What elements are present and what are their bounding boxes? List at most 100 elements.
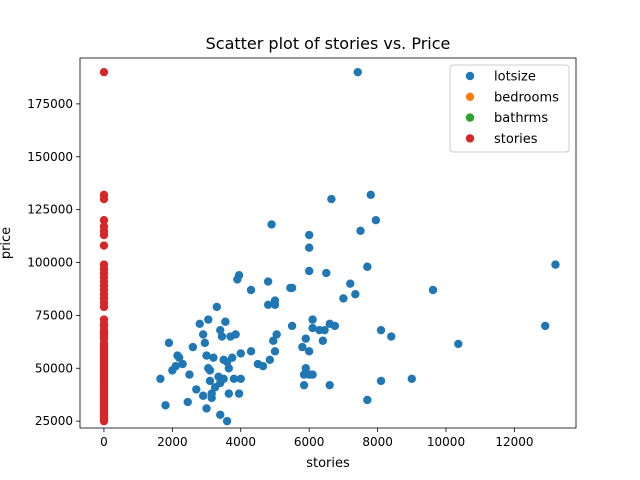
data-point-lotsize: [301, 334, 310, 343]
data-point-lotsize: [454, 339, 463, 349]
legend-item-lotsize: lotsize: [465, 70, 536, 85]
x-tick-label: 2000: [157, 435, 188, 449]
data-point-lotsize: [195, 319, 204, 329]
x-axis-label: stories: [306, 456, 350, 471]
data-point-lotsize: [229, 374, 239, 384]
x-tick-label: 8000: [362, 435, 393, 449]
data-point-lotsize: [353, 67, 362, 77]
data-point-lotsize: [216, 325, 225, 335]
data-point-lotsize: [221, 317, 230, 326]
series-lotsize: [156, 67, 560, 426]
data-point-lotsize: [308, 370, 317, 379]
data-point-lotsize: [363, 395, 372, 405]
legend-label: stories: [494, 132, 538, 147]
data-point-lotsize: [204, 315, 213, 324]
data-point-lotsize: [366, 190, 375, 200]
data-point-lotsize: [318, 336, 328, 345]
data-point-lotsize: [207, 393, 216, 403]
data-point-lotsize: [287, 283, 297, 293]
data-point-lotsize: [246, 285, 256, 295]
data-point-lotsize: [188, 342, 198, 352]
y-tick-label: 25000: [35, 414, 73, 428]
y-tick-label: 75000: [35, 308, 73, 322]
data-point-lotsize: [228, 353, 237, 362]
data-point-stories: [99, 302, 109, 312]
data-point-lotsize: [407, 374, 417, 384]
y-tick-label: 125000: [27, 203, 73, 217]
data-point-lotsize: [198, 391, 208, 400]
series-stories: [99, 67, 109, 426]
data-point-lotsize: [322, 268, 331, 278]
data-point-lotsize: [320, 325, 329, 335]
data-point-stories: [99, 216, 109, 225]
data-point-lotsize: [356, 226, 365, 235]
data-point-lotsize: [258, 361, 268, 371]
data-point-lotsize: [541, 321, 550, 331]
data-point-lotsize: [200, 338, 210, 348]
data-point-lotsize: [246, 347, 256, 356]
data-point-lotsize: [224, 389, 233, 398]
data-point-lotsize: [263, 277, 273, 286]
data-point-lotsize: [236, 349, 245, 358]
data-point-lotsize: [202, 351, 211, 360]
y-tick-label: 50000: [35, 361, 73, 375]
data-point-lotsize: [192, 385, 201, 394]
data-point-lotsize: [304, 347, 314, 356]
data-point-lotsize: [308, 315, 317, 324]
data-point-lotsize: [304, 230, 314, 240]
data-point-lotsize: [171, 361, 180, 371]
data-point-lotsize: [205, 366, 215, 375]
data-point-lotsize: [339, 294, 348, 303]
legend-item-stories: stories: [465, 132, 538, 147]
data-point-lotsize: [376, 376, 386, 386]
data-point-lotsize: [287, 321, 297, 331]
data-point-lotsize: [272, 330, 281, 339]
data-point-lotsize: [222, 416, 232, 426]
data-point-lotsize: [234, 389, 244, 398]
data-point-lotsize: [371, 216, 381, 225]
data-point-lotsize: [304, 266, 314, 276]
legend-label: lotsize: [494, 70, 536, 85]
legend-marker: [465, 134, 475, 143]
data-point-lotsize: [216, 410, 225, 419]
data-point-lotsize: [161, 401, 170, 410]
data-point-lotsize: [299, 380, 309, 390]
legend-label: bathrms: [494, 111, 548, 126]
y-axis-label: price: [0, 227, 14, 259]
data-point-lotsize: [270, 296, 280, 305]
data-point-lotsize: [217, 332, 227, 341]
data-point-lotsize: [363, 262, 372, 271]
data-point-lotsize: [304, 243, 314, 252]
legend: lotsize bedrooms bathrms stories: [449, 64, 570, 153]
data-point-lotsize: [387, 332, 396, 341]
data-point-lotsize: [236, 374, 245, 384]
data-point-lotsize: [267, 220, 276, 229]
data-point-lotsize: [202, 404, 211, 413]
data-point-stories: [99, 230, 109, 240]
legend-box: [449, 64, 570, 153]
data-point-lotsize: [376, 325, 386, 335]
data-point-stories: [99, 67, 109, 77]
data-point-lotsize: [175, 353, 184, 362]
data-point-lotsize: [224, 364, 233, 373]
data-point-lotsize: [209, 353, 218, 362]
data-point-lotsize: [185, 370, 194, 379]
data-point-lotsize: [325, 380, 334, 390]
x-tick-label: 0: [100, 435, 108, 449]
data-point-lotsize: [212, 302, 222, 312]
data-point-lotsize: [428, 285, 438, 295]
data-point-lotsize: [301, 364, 310, 373]
axes-frame: [79, 57, 577, 429]
x-tick-label: 12000: [495, 435, 533, 449]
data-point-lotsize: [219, 374, 228, 384]
x-tick-label: 4000: [225, 435, 256, 449]
x-axis-ticks: 0 2000 4000 6000 8000 10000 12000: [100, 428, 534, 449]
legend-marker: [465, 71, 475, 81]
data-point-lotsize: [205, 376, 215, 386]
y-tick-label: 150000: [27, 150, 73, 164]
y-tick-label: 100000: [27, 256, 73, 270]
data-point-stories: [99, 416, 109, 426]
legend-label: bedrooms: [494, 90, 559, 105]
data-point-lotsize: [346, 279, 355, 288]
